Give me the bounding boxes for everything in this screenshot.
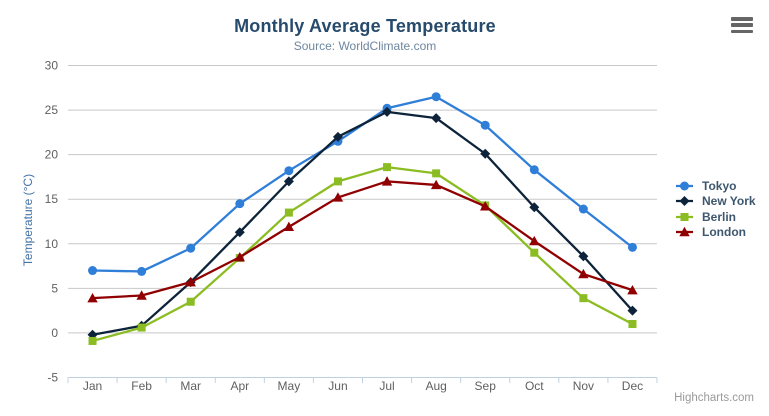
x-tick-label: Aug bbox=[425, 379, 446, 393]
y-tick-label: 30 bbox=[45, 59, 59, 73]
point-marker-berlin-aug[interactable] bbox=[432, 169, 441, 178]
point-marker-london-mar[interactable] bbox=[185, 276, 196, 287]
series-line-berlin bbox=[91, 165, 634, 343]
point-marker-london-jan[interactable] bbox=[87, 292, 98, 303]
y-tick-label: 20 bbox=[45, 148, 59, 162]
point-marker-berlin-feb[interactable] bbox=[137, 323, 146, 332]
y-tick-label: 5 bbox=[51, 281, 58, 295]
x-tick-label: May bbox=[278, 379, 301, 393]
y-tick-label: 15 bbox=[45, 192, 59, 206]
series-tokyo bbox=[88, 92, 637, 276]
y-tick-label: 10 bbox=[45, 237, 59, 251]
point-marker-london-aug[interactable] bbox=[430, 179, 442, 190]
y-tick-label: -5 bbox=[47, 371, 58, 385]
series-line-london bbox=[91, 180, 634, 300]
point-marker-tokyo-may[interactable] bbox=[284, 166, 294, 176]
point-marker-tokyo-nov[interactable] bbox=[578, 204, 588, 214]
point-marker-new-york-aug[interactable] bbox=[431, 113, 442, 124]
legend-item-london[interactable]: London bbox=[676, 225, 756, 241]
x-tick-label: Sep bbox=[475, 379, 497, 393]
chart-subtitle: Source: WorldClimate.com bbox=[293, 39, 437, 53]
point-marker-london-jun[interactable] bbox=[332, 192, 344, 202]
point-marker-london-nov[interactable] bbox=[578, 268, 589, 279]
x-tick-label: Mar bbox=[180, 379, 201, 393]
point-marker-new-york-oct[interactable] bbox=[529, 202, 540, 213]
context-menu-button[interactable] bbox=[730, 15, 754, 35]
point-marker-new-york-jul[interactable] bbox=[382, 106, 393, 117]
point-marker-new-york-nov[interactable] bbox=[578, 251, 589, 262]
point-marker-berlin-dec[interactable] bbox=[628, 320, 637, 329]
point-marker-tokyo-sep[interactable] bbox=[480, 120, 490, 130]
hamburger-icon bbox=[731, 17, 753, 21]
point-marker-new-york-dec[interactable] bbox=[627, 305, 638, 316]
y-axis-title: Temperature (°C) bbox=[21, 173, 35, 267]
circle-marker-icon bbox=[676, 181, 693, 191]
point-marker-berlin-mar[interactable] bbox=[186, 297, 195, 306]
x-tick-label: Dec bbox=[622, 379, 643, 393]
square-marker-icon bbox=[680, 212, 689, 221]
point-marker-tokyo-aug[interactable] bbox=[431, 92, 441, 102]
point-marker-london-may[interactable] bbox=[283, 221, 295, 232]
hamburger-icon bbox=[731, 23, 753, 27]
circle-marker-icon bbox=[680, 181, 689, 191]
point-marker-berlin-nov[interactable] bbox=[579, 294, 588, 303]
point-marker-london-dec[interactable] bbox=[627, 284, 638, 295]
point-marker-london-jul[interactable] bbox=[381, 176, 393, 186]
point-marker-tokyo-apr[interactable] bbox=[235, 199, 245, 209]
point-marker-tokyo-jan[interactable] bbox=[88, 266, 98, 276]
diamond-marker-icon bbox=[679, 196, 690, 207]
triangle-marker-icon bbox=[679, 227, 690, 237]
legend-label: London bbox=[702, 225, 746, 240]
series-line-new-york bbox=[91, 110, 634, 336]
y-tick-label: 0 bbox=[51, 326, 58, 340]
point-marker-london-feb[interactable] bbox=[136, 290, 147, 300]
point-marker-tokyo-feb[interactable] bbox=[137, 266, 147, 276]
point-marker-berlin-jun[interactable] bbox=[333, 177, 342, 186]
point-marker-tokyo-dec[interactable] bbox=[627, 242, 637, 252]
point-marker-new-york-jun[interactable] bbox=[332, 131, 343, 142]
x-tick-label: Apr bbox=[230, 379, 249, 393]
legend-item-tokyo[interactable]: Tokyo bbox=[676, 178, 756, 194]
series-london bbox=[87, 176, 638, 303]
point-marker-london-sep[interactable] bbox=[480, 201, 491, 211]
point-marker-berlin-jan[interactable] bbox=[88, 336, 97, 345]
series-line-tokyo bbox=[91, 95, 634, 273]
legend-item-berlin[interactable]: Berlin bbox=[676, 209, 756, 225]
diamond-marker-icon bbox=[676, 196, 693, 207]
point-marker-london-oct[interactable] bbox=[529, 235, 540, 246]
point-marker-new-york-may[interactable] bbox=[283, 176, 294, 187]
legend-label: Tokyo bbox=[702, 178, 737, 193]
point-marker-tokyo-mar[interactable] bbox=[186, 243, 196, 253]
x-tick-label: Jun bbox=[328, 379, 347, 393]
x-tick-label: Jul bbox=[379, 379, 394, 393]
point-marker-new-york-sep[interactable] bbox=[480, 148, 491, 159]
legend: Tokyo New York Berlin London bbox=[676, 178, 756, 240]
triangle-marker-icon bbox=[676, 227, 693, 237]
chart-title: Monthly Average Temperature bbox=[234, 16, 496, 36]
y-tick-label: 25 bbox=[45, 103, 59, 117]
x-tick-label: Nov bbox=[573, 379, 594, 393]
point-marker-berlin-jul[interactable] bbox=[383, 163, 392, 172]
hamburger-icon bbox=[731, 29, 753, 33]
x-tick-label: Oct bbox=[525, 379, 544, 393]
x-tick-label: Feb bbox=[131, 379, 152, 393]
legend-label: Berlin bbox=[702, 209, 737, 224]
point-marker-london-apr[interactable] bbox=[234, 251, 245, 262]
point-marker-new-york-apr[interactable] bbox=[234, 227, 245, 238]
point-marker-berlin-may[interactable] bbox=[284, 208, 293, 217]
legend-item-new-york[interactable]: New York bbox=[676, 194, 756, 210]
point-marker-berlin-oct[interactable] bbox=[530, 248, 539, 257]
x-tick-label: Jan bbox=[83, 379, 102, 393]
series-new-york bbox=[87, 106, 638, 340]
point-marker-tokyo-oct[interactable] bbox=[529, 165, 539, 175]
legend-label: New York bbox=[702, 194, 756, 209]
credits-link[interactable]: Highcharts.com bbox=[674, 392, 754, 404]
square-marker-icon bbox=[676, 212, 693, 221]
